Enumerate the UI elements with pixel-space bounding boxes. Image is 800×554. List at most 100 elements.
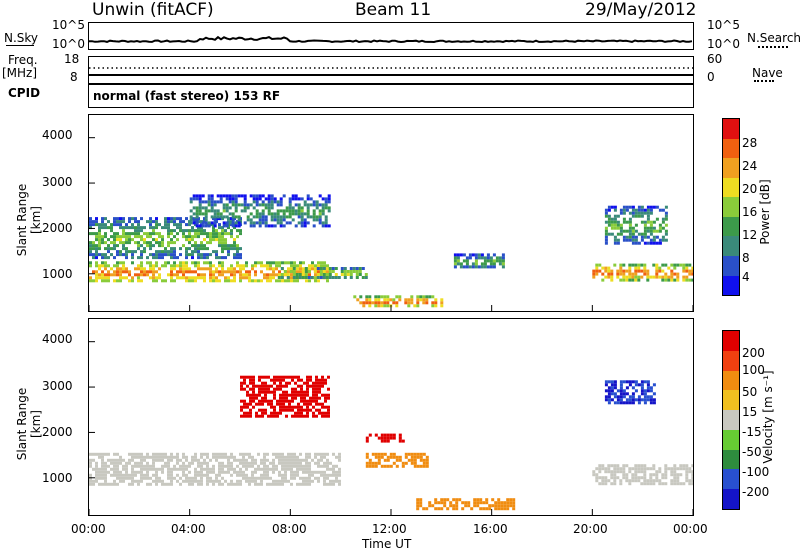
heatmap-cell (270, 378, 273, 382)
heatmap-cell (377, 452, 381, 456)
heatmap-cell (688, 479, 692, 483)
heatmap-cell (197, 229, 200, 233)
heatmap-cell (167, 229, 170, 233)
heatmap-cell (291, 209, 295, 213)
heatmap-cell (622, 208, 626, 212)
heatmap-cell (673, 263, 677, 267)
heatmap-cell (398, 433, 402, 437)
heatmap-cell (191, 461, 194, 465)
heatmap-cell (254, 461, 257, 465)
heatmap-cell (270, 405, 273, 409)
heatmap-cell (113, 452, 116, 456)
heatmap-cell (625, 269, 629, 273)
heatmap-cell (242, 455, 245, 459)
vel-cbar-tick-15: 15 (742, 405, 758, 419)
heatmap-cell (113, 264, 116, 268)
heatmap-cell (249, 387, 252, 391)
heatmap-cell (125, 276, 128, 280)
heatmap-cell (89, 220, 92, 224)
heatmap-cell (473, 501, 477, 505)
heatmap-cell (116, 244, 119, 248)
heatmap-cell (655, 275, 659, 279)
heatmap-cell (326, 461, 329, 465)
heatmap-cell (206, 482, 209, 486)
heatmap-cell (146, 235, 149, 239)
heatmap-cell (149, 264, 152, 268)
heatmap-cell (260, 482, 263, 486)
heatmap-cell (201, 206, 205, 210)
heatmap-cell (176, 223, 179, 227)
heatmap-cell (325, 276, 329, 279)
heatmap-cell (227, 253, 230, 257)
heatmap-cell (89, 479, 92, 483)
heatmap-cell (634, 211, 638, 215)
heatmap-cell (631, 473, 635, 477)
heatmap-cell (231, 224, 235, 228)
heatmap-cell (607, 470, 611, 474)
heatmap-cell (604, 275, 608, 279)
heatmap-cell (255, 212, 259, 216)
heatmap-cell (152, 464, 155, 468)
heatmap-cell (206, 235, 209, 239)
heatmap-cell (474, 256, 478, 260)
heatmap-cell (101, 467, 104, 471)
heatmap-cell (425, 507, 429, 511)
heatmap-cell (425, 464, 429, 468)
heatmap-cell (278, 452, 281, 456)
heatmap-cell (670, 278, 674, 282)
heatmap-cell (286, 276, 290, 279)
heatmap-cell (284, 261, 287, 265)
heatmap-cell (407, 298, 411, 302)
heatmap-cell (377, 436, 381, 440)
heatmap-cell (479, 507, 483, 511)
heatmap-cell (368, 301, 372, 305)
heatmap-cell (218, 455, 221, 459)
heatmap-cell (98, 244, 101, 248)
heatmap-cell (206, 452, 209, 456)
heatmap-cell (323, 455, 326, 459)
heatmap-cell (610, 205, 614, 209)
heatmap-cell (284, 479, 287, 483)
heatmap-cell (185, 217, 188, 221)
heatmap-cell (173, 455, 176, 459)
heatmap-cell (134, 250, 137, 254)
heatmap-cell (201, 200, 205, 204)
heatmap-cell (155, 220, 158, 224)
heatmap-cell (664, 263, 668, 267)
heatmap-cell (230, 247, 233, 251)
heatmap-cell (92, 244, 95, 248)
heatmap-cell (258, 197, 262, 201)
heatmap-cell (349, 267, 353, 270)
heatmap-cell (179, 464, 182, 468)
heatmap-cell (324, 203, 328, 207)
heatmap-cell (131, 217, 134, 221)
heatmap-cell (173, 223, 176, 227)
heatmap-cell (658, 226, 662, 230)
heatmap-cell (643, 208, 647, 212)
heatmap-cell (404, 301, 408, 305)
heatmap-cell (625, 208, 629, 212)
heatmap-cell (655, 476, 659, 480)
heatmap-cell (89, 452, 92, 456)
heatmap-cell (119, 217, 122, 221)
heatmap-cell (170, 458, 173, 462)
heatmap-cell (309, 384, 312, 388)
heatmap-cell (254, 482, 257, 486)
heatmap-cell (119, 267, 122, 271)
heatmap-cell (607, 205, 611, 209)
heatmap-cell (233, 247, 236, 251)
heatmap-cell (209, 238, 212, 242)
heatmap-cell (131, 261, 134, 265)
heatmap-cell (221, 467, 224, 471)
heatmap-cell (282, 212, 286, 216)
heatmap-cell (324, 381, 327, 385)
heatmap-cell (380, 439, 384, 443)
heatmap-cell (212, 276, 215, 280)
heatmap-cell (249, 396, 252, 400)
heatmap-cell (497, 501, 501, 505)
heatmap-cell (456, 259, 460, 263)
heatmap-cell (170, 256, 173, 260)
heatmap-cell (616, 476, 620, 480)
heatmap-cell (691, 272, 693, 276)
nave-tick-bottom: 0 (707, 70, 715, 84)
